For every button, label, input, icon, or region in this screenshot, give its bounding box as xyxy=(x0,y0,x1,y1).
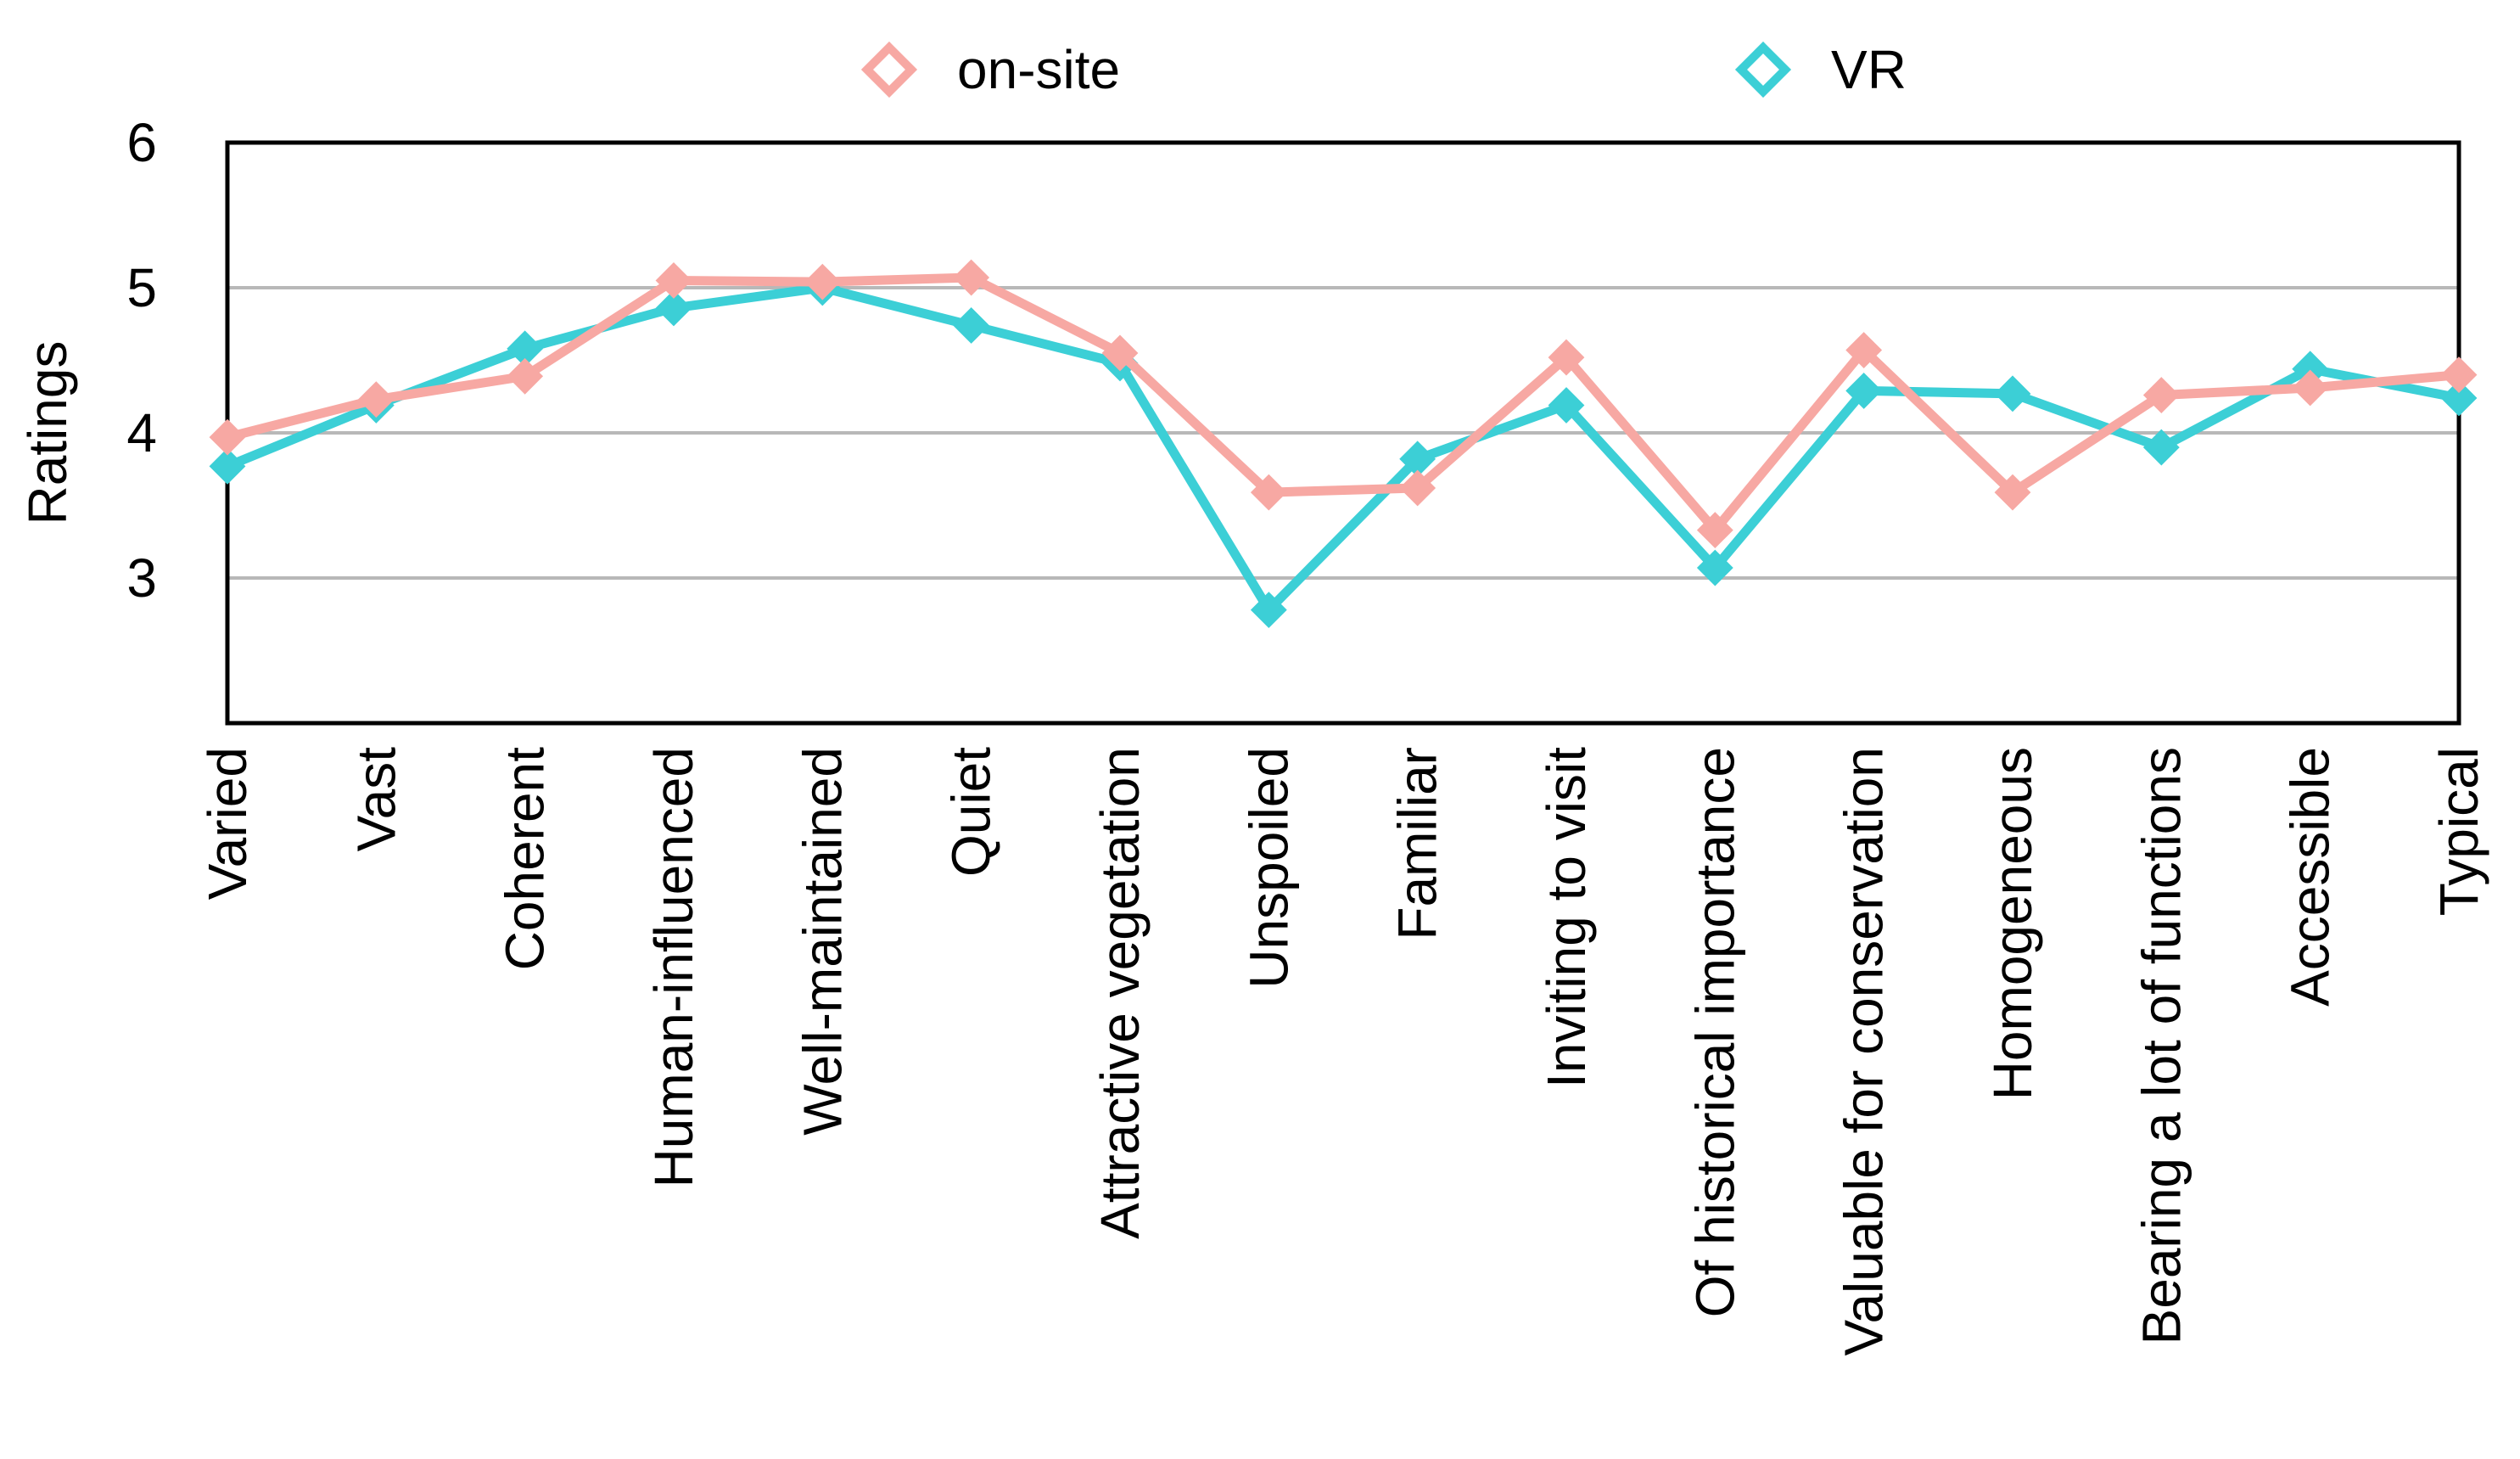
data-point-on-site xyxy=(953,259,990,296)
legend-label-vr: VR xyxy=(1831,39,1907,100)
x-tick-label: Homogeneous xyxy=(1982,747,2043,1100)
data-point-on-site xyxy=(507,357,544,395)
legend-marker-vr xyxy=(1734,41,1792,98)
y-axis-ticks: 3 4 5 6 xyxy=(126,112,157,609)
x-tick-label: Varied xyxy=(197,747,258,900)
x-tick-label: Of historical importance xyxy=(1684,747,1745,1317)
x-tick-label: Typical xyxy=(2428,747,2489,916)
data-point-on-site xyxy=(1696,512,1733,548)
x-tick-label: Familiar xyxy=(1387,747,1448,940)
data-point-vr xyxy=(1994,375,2031,412)
x-tick-label: Bearing a lot of functions xyxy=(2131,747,2192,1344)
x-tick-label: Quiet xyxy=(941,747,1002,877)
data-point-on-site xyxy=(1994,474,2031,511)
x-tick-label: Coherent xyxy=(495,747,556,971)
y-axis-title: Ratings xyxy=(17,341,78,525)
data-point-vr xyxy=(1696,549,1733,586)
data-point-on-site xyxy=(1101,334,1139,372)
data-point-vr xyxy=(953,307,990,344)
data-point-on-site xyxy=(1250,474,1287,511)
data-point-on-site xyxy=(2440,356,2478,394)
legend: on-site VR xyxy=(860,39,1907,100)
data-point-on-site xyxy=(1548,339,1585,376)
x-tick-label: Human-influenced xyxy=(643,747,704,1187)
series-lines xyxy=(209,259,2478,629)
data-point-on-site xyxy=(1845,332,1883,368)
data-point-on-site xyxy=(357,381,395,418)
gridlines xyxy=(227,286,2459,580)
data-point-vr xyxy=(1845,372,1883,409)
y-tick-label: 6 xyxy=(126,112,157,173)
y-tick-label: 3 xyxy=(126,547,157,609)
x-tick-label: Well-maintained xyxy=(792,747,853,1136)
data-point-vr xyxy=(1548,387,1585,424)
data-point-vr xyxy=(1250,592,1287,629)
series-line-vr xyxy=(222,283,2464,615)
data-point-on-site xyxy=(2142,377,2180,413)
x-tick-label: Accessible xyxy=(2280,747,2341,1007)
legend-label-on-site: on-site xyxy=(957,39,1120,100)
x-tick-label: Vast xyxy=(345,747,406,852)
data-point-vr xyxy=(2142,429,2180,466)
data-point-on-site xyxy=(804,263,841,300)
x-tick-label: Inviting to visit xyxy=(1536,747,1597,1088)
x-tick-label: Attractive vegetation xyxy=(1089,747,1151,1239)
x-tick-label: Unspoiled xyxy=(1238,747,1299,989)
series-line-on-site xyxy=(222,272,2464,536)
y-tick-label: 4 xyxy=(126,402,157,463)
data-point-on-site xyxy=(655,262,692,299)
data-point-vr xyxy=(209,447,246,485)
data-point-vr xyxy=(655,289,692,327)
data-point-vr xyxy=(2440,379,2478,417)
x-axis-category-labels: Varied Vast Coherent Human-influenced Well-m… xyxy=(197,747,2489,1356)
data-point-on-site xyxy=(1399,469,1436,507)
data-point-on-site xyxy=(209,418,246,456)
data-point-on-site xyxy=(2292,369,2329,407)
legend-marker-on-site xyxy=(860,41,918,98)
y-tick-label: 5 xyxy=(126,257,157,318)
x-tick-label: Valuable for conservation xyxy=(1834,747,1895,1355)
